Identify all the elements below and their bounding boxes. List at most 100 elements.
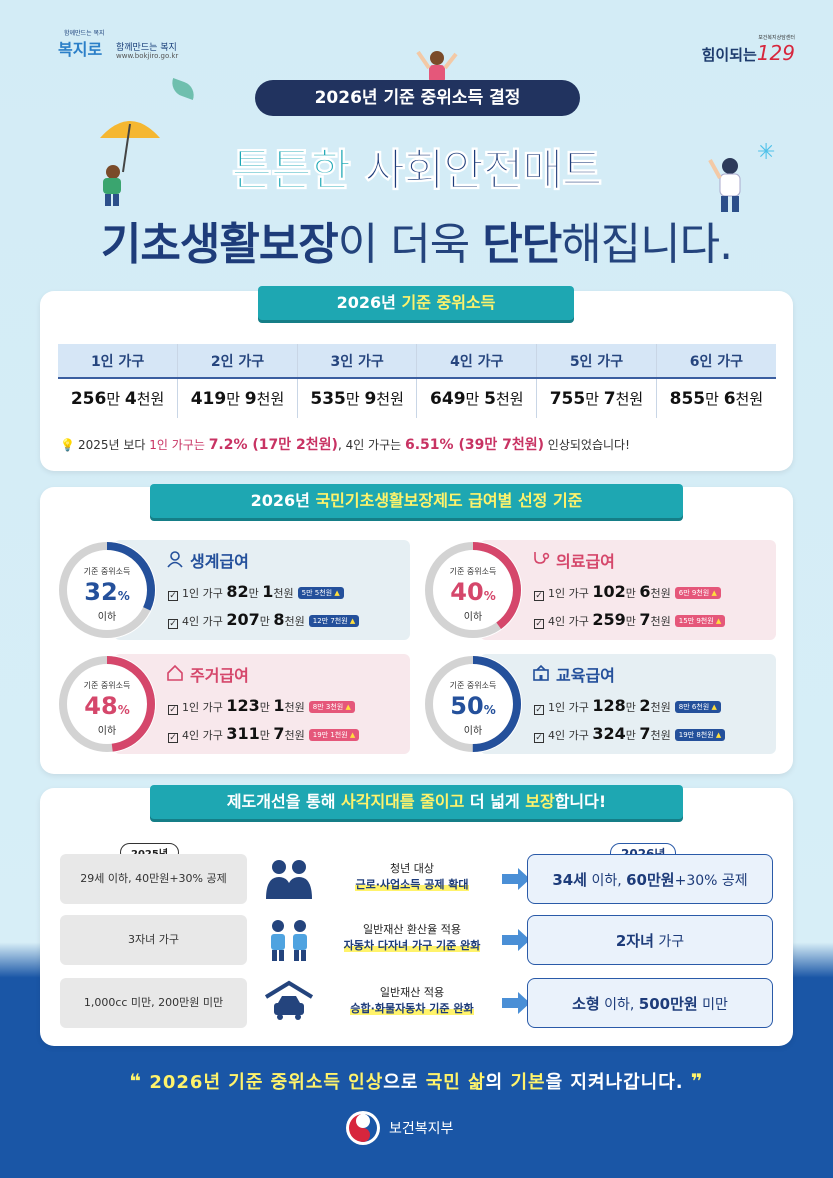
increase-badge: 19만 8천원 ▲ (674, 729, 726, 741)
percent-ring: 기준 중위소득 32% 이하 (58, 541, 156, 639)
leaf-icon (168, 77, 198, 101)
lightbulb-icon: 💡 (60, 438, 75, 452)
increase-badge: 5만 5천원 ▲ (297, 587, 344, 599)
change-description: 청년 대상 근로·사업소득 공제 확대 (355, 862, 469, 891)
logo-right-small: 보건복지상담센터 (758, 35, 795, 41)
percent-value: 50% (450, 692, 496, 720)
change-description: 일반재산 환산율 적용 자동차 다자녀 가구 기준 완화 (343, 923, 481, 952)
ring-label: 기준 중위소득 (449, 567, 497, 576)
household-header: 4인 가구 (416, 344, 538, 379)
increase-badge: 12만 7천원 ▲ (308, 615, 360, 627)
sparkle-icon: ✳ (757, 140, 776, 165)
education-benefit-card: 기준 중위소득 50% 이하 교육급여 ✓ 1인 가구 128만 2천원 8만 6천… (424, 654, 776, 754)
headline-line2: 기초생활보장이 더욱 단단해집니다. (100, 219, 733, 270)
arrow-right-icon (502, 929, 530, 951)
percent-ring: 기준 중위소득 48% 이하 (58, 655, 156, 753)
percent-value: 48% (84, 692, 130, 720)
new-criterion: 소형 이하, 500만원 미만 (527, 978, 773, 1028)
medical-benefit-card: 기준 중위소득 40% 이하 의료급여 ✓ 1인 가구 102만 6천원 6만 9천… (424, 540, 776, 640)
income-value: 419만 9천원 (177, 378, 298, 418)
arrow-right-icon (502, 868, 530, 890)
car-garage-icon (264, 980, 314, 1020)
logo-right-num: 129 (756, 41, 795, 65)
increase-badge: 19만 1천원 ▲ (308, 729, 360, 741)
logo-left-url: www.bokjiro.go.kr (116, 52, 179, 60)
percent-value: 32% (84, 578, 130, 606)
percent-arc (425, 656, 521, 752)
increase-badge: 15만 9천원 ▲ (674, 615, 726, 627)
logo-left-brand: 복지로 (58, 40, 103, 59)
percent-arc (59, 542, 155, 638)
benefit-name: 생계급여 (190, 552, 249, 571)
benefit-row-4person: ✓ 4인 가구 311만 7천원 19만 1천원 ▲ (168, 724, 360, 743)
income-value: 755만 7천원 (536, 378, 657, 418)
household-header: 5인 가구 (536, 344, 657, 379)
household-header: 3인 가구 (297, 344, 418, 379)
housing-benefit-card: 기준 중위소득 48% 이하 주거급여 ✓ 1인 가구 123만 1천원 8만 3천… (58, 654, 410, 754)
umbrella-kid-icon (100, 121, 160, 206)
increase-note: 💡 2025년 보다 1인 가구는 7.2% (17만 2천원), 4인 가구는 … (60, 437, 630, 453)
arrow-right-icon (502, 992, 530, 1014)
youth-people-icon (266, 860, 312, 899)
ring-below: 이하 (463, 612, 483, 623)
ring-label: 기준 중위소득 (83, 567, 131, 576)
ring-below: 이하 (463, 726, 483, 737)
ring-label: 기준 중위소득 (449, 681, 497, 690)
income-value: 535만 9천원 (297, 378, 418, 418)
percent-value: 40% (450, 578, 496, 606)
benefit-row-4person: ✓ 4인 가구 324만 7천원 19만 8천원 ▲ (534, 724, 726, 743)
household-header: 1인 가구 (58, 344, 179, 379)
benefit-row-4person: ✓ 4인 가구 207만 8천원 12만 7천원 ▲ (168, 610, 360, 629)
benefit-row-1person: ✓ 1인 가구 102만 6천원 6만 9천원 ▲ (534, 582, 721, 601)
call-center-logo: 보건복지상담센터 힘이되는129 (695, 34, 795, 66)
benefit-row-1person: ✓ 1인 가구 82만 1천원 5만 5천원 ▲ (168, 582, 344, 601)
percent-arc (59, 656, 155, 752)
increase-badge: 6만 9천원 ▲ (674, 587, 721, 599)
median-income-title: 2026년 기준 중위소득 (258, 286, 574, 320)
kid-waving-icon (708, 158, 741, 212)
old-criterion: 3자녀 가구 (60, 915, 247, 965)
benefit-name: 교육급여 (556, 666, 615, 685)
ministry-name: 보건복지부 (389, 1121, 454, 1137)
improvements-title: 제도개선을 통해 사각지대를 줄이고 더 넓게 보장합니다! (150, 785, 683, 819)
school-icon (533, 664, 549, 681)
income-value: 256만 4천원 (58, 378, 179, 418)
benefit-name: 의료급여 (556, 552, 615, 571)
bokjiro-logo: 함께만드는 복지 복지로 함께만드는 복지 www.bokjiro.go.kr (58, 28, 188, 68)
taegeuk-emblem-icon (346, 1111, 380, 1145)
ministry-logo: 보건복지부 (345, 1110, 505, 1146)
kid-illustration-icon (416, 50, 458, 83)
household-header: 6인 가구 (656, 344, 776, 379)
benefit-row-1person: ✓ 1인 가구 123만 1천원 8만 3천원 ▲ (168, 696, 355, 715)
increase-badge: 8만 6천원 ▲ (674, 701, 721, 713)
new-criterion: 2자녀 가구 (527, 915, 773, 965)
benefit-row-1person: ✓ 1인 가구 128만 2천원 8만 6천원 ▲ (534, 696, 721, 715)
decision-banner: 2026년 기준 중위소득 결정 (255, 80, 580, 116)
old-criterion: 29세 이하, 40만원+30% 공제 (60, 854, 247, 904)
median-income-table: 1인 가구 2인 가구 3인 가구 4인 가구 5인 가구 6인 가구 256만… (58, 344, 776, 418)
income-value: 649만 5천원 (416, 378, 538, 418)
house-icon (167, 664, 183, 681)
ring-below: 이하 (97, 612, 117, 623)
change-description: 일반재산 적용 승합·화물자동차 기준 완화 (350, 986, 474, 1015)
income-value: 855만 6천원 (669, 389, 764, 409)
benefit-criteria-title: 2026년 국민기초생활보장제도 급여별 선정 기준 (150, 484, 683, 518)
household-header: 2인 가구 (177, 344, 298, 379)
percent-ring: 기준 중위소득 40% 이하 (424, 541, 522, 639)
old-criterion: 1,000cc 미만, 200만원 미만 (60, 978, 247, 1028)
logo-left-small: 함께만드는 복지 (64, 30, 105, 37)
headline-line1: 튼튼한 사회안전매트 (231, 145, 603, 197)
logo-left-text: 함께만드는 복지 (116, 43, 177, 53)
percent-arc (425, 542, 521, 638)
percent-ring: 기준 중위소득 50% 이하 (424, 655, 522, 753)
person-icon (167, 551, 183, 568)
increase-badge: 8만 3천원 ▲ (308, 701, 355, 713)
footer-slogan: ❝ 2026년 기준 중위소득 인상으로 국민 삶의 기본을 지켜나갑니다. ❞ (129, 1069, 704, 1093)
benefit-name: 주거급여 (190, 666, 249, 685)
benefit-row-4person: ✓ 4인 가구 259만 7천원 15만 9천원 ▲ (534, 610, 726, 629)
new-criterion: 34세 이하, 60만원+30% 공제 (527, 854, 773, 904)
livelihood-benefit-card: 기준 중위소득 32% 이하 생계급여 ✓ 1인 가구 82만 1천원 5만 5천원… (58, 540, 410, 640)
ring-below: 이하 (97, 726, 117, 737)
ring-label: 기준 중위소득 (83, 681, 131, 690)
children-icon (271, 920, 307, 961)
